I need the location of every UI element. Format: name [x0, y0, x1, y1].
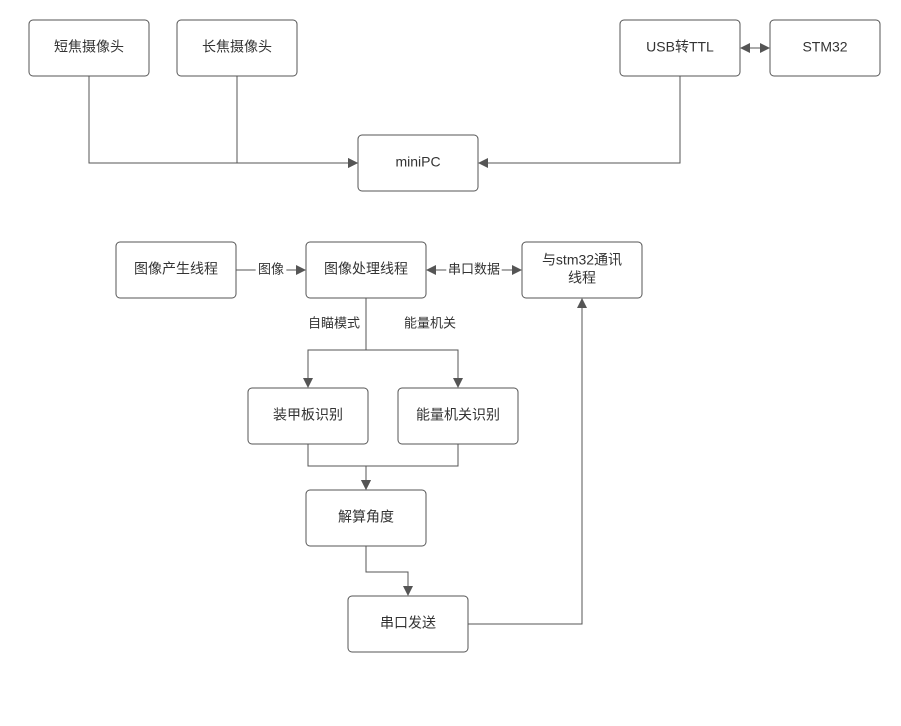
node-label: USB转TTL: [646, 39, 714, 55]
node-stm32: STM32: [770, 20, 880, 76]
node-label: 串口发送: [380, 615, 436, 631]
node-label: 解算角度: [338, 509, 394, 525]
node-label: 图像产生线程: [134, 261, 218, 277]
node-comm_thread: 与stm32通讯线程: [522, 242, 642, 298]
node-label: STM32: [802, 39, 847, 55]
node-label: 短焦摄像头: [54, 39, 124, 55]
edge-label: 串口数据: [448, 261, 500, 276]
node-energy: 能量机关识别: [398, 388, 518, 444]
node-solve: 解算角度: [306, 490, 426, 546]
node-label: 长焦摄像头: [202, 39, 272, 55]
node-armor: 装甲板识别: [248, 388, 368, 444]
flowchart-diagram: 图像 串口数据自瞄模式 能量机关 短焦摄像头 长焦摄像头 USB转TTL STM32 mini…: [0, 0, 901, 726]
node-img_thread: 图像产生线程: [116, 242, 236, 298]
node-usb_ttl: USB转TTL: [620, 20, 740, 76]
node-label: 装甲板识别: [273, 407, 343, 423]
edge-label: 自瞄模式: [308, 315, 360, 330]
node-proc_thread: 图像处理线程: [306, 242, 426, 298]
node-long_cam: 长焦摄像头: [177, 20, 297, 76]
node-label: 线程: [568, 270, 596, 286]
edge-label: 图像: [258, 261, 284, 276]
node-minipc: miniPC: [358, 135, 478, 191]
edge-label: 能量机关: [404, 315, 456, 330]
node-send: 串口发送: [348, 596, 468, 652]
node-label: miniPC: [395, 154, 440, 170]
node-label: 与stm32通讯: [542, 252, 622, 268]
node-label: 图像处理线程: [324, 261, 408, 277]
node-short_cam: 短焦摄像头: [29, 20, 149, 76]
node-label: 能量机关识别: [416, 407, 500, 423]
